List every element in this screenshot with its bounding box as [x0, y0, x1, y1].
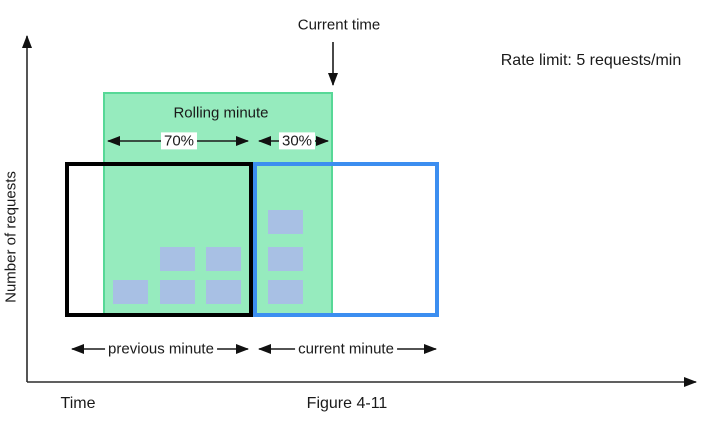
current-minute-box: [253, 162, 439, 317]
request-block: [268, 280, 303, 304]
previous-minute-label: previous minute: [105, 340, 217, 358]
request-block: [268, 210, 303, 234]
previous-minute-box: [65, 162, 253, 317]
request-block: [113, 280, 148, 304]
current-time-label: Current time: [297, 16, 381, 34]
request-block: [160, 280, 195, 304]
request-block: [268, 247, 303, 271]
request-block: [206, 247, 241, 271]
figure-caption: Figure 4-11: [306, 394, 388, 412]
pct-previous-label: 70%: [160, 132, 198, 150]
request-block: [160, 247, 195, 271]
current-minute-label: current minute: [295, 340, 397, 358]
request-block: [206, 280, 241, 304]
rolling-minute-window: [103, 92, 333, 315]
rate-limit-label: Rate limit: 5 requests/min: [500, 51, 682, 69]
x-axis-label: Time: [60, 394, 96, 412]
rolling-minute-label: Rolling minute: [173, 104, 269, 122]
y-axis-label: Number of requests: [2, 171, 20, 303]
pct-current-label: 30%: [278, 132, 316, 150]
